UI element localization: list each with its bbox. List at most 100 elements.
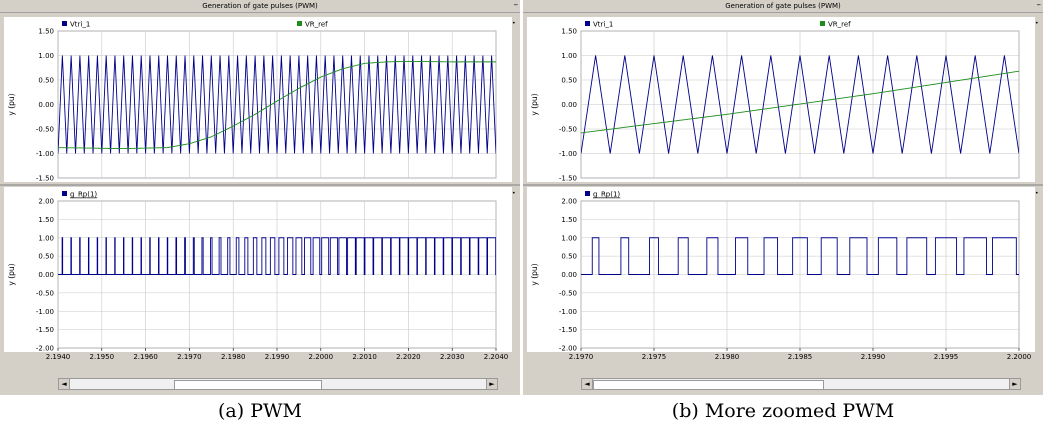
y-tick-label: -1.50 [559,326,577,334]
x-tick-label: 2.1980 [221,353,246,361]
y-axis-label: y (pu) [530,263,539,285]
legend-label: Vtri_1 [593,21,613,29]
subplot-top: 1.50 1.00 0.50 0.00 -0.50 -1.00 -1.50 y (pu) Vtr… [4,17,516,183]
y-tick-label: -1.00 [559,150,577,158]
x-tick-label: 2.2010 [352,353,377,361]
scroll-left-arrow-icon[interactable]: ◄ [582,379,593,389]
legend-marker [585,21,590,26]
window-title: Generation of gate pulses (PWM) [725,2,841,10]
subplot-top: 1.50 1.00 0.50 0.00 -0.50 -1.00 -1.50 y (pu) Vtr… [527,17,1039,183]
x-tick-label: 2.1980 [715,353,740,361]
y-tick-label: -1.50 [36,175,54,183]
legend-marker [62,191,67,196]
x-tick-label: 2.2000 [309,353,334,361]
window-title-bar: Generation of gate pulses (PWM) – [0,0,520,13]
scroll-right-arrow-icon[interactable]: ► [486,379,497,389]
y-tick-label: 1.00 [38,234,54,242]
horizontal-scrollbar[interactable]: ◄ ► [58,378,498,390]
y-tick-label: -2.00 [36,345,54,353]
y-tick-label: 0.50 [561,253,577,261]
series-Vtri_1 [58,55,496,154]
legend-marker [297,21,302,26]
y-tick-label: 0.50 [38,77,54,85]
horizontal-scrollbar[interactable]: ◄ ► [581,378,1021,390]
series-VR_ref [58,60,496,150]
legend-label: Vtri_1 [70,21,90,29]
legend-marker [820,21,825,26]
x-tick-label: 2.2020 [396,353,421,361]
y-tick-label: 2.00 [561,198,577,206]
scroll-left-arrow-icon[interactable]: ◄ [59,379,70,389]
y-tick-label: -0.50 [559,289,577,297]
x-tick-label: 2.1950 [90,353,115,361]
y-tick-label: -0.50 [36,126,54,134]
expand-marker-icon: • [1035,190,1039,197]
legend-label: g_Rp(1) [593,191,620,199]
y-tick-label: 1.50 [38,216,54,224]
expand-marker-icon: • [1035,20,1039,27]
y-tick-label: 1.50 [561,216,577,224]
series-group [58,237,496,275]
y-tick-label: -0.50 [36,289,54,297]
scroll-thumb[interactable] [593,380,824,390]
y-axis-label: y (pu) [7,93,16,115]
x-tick-label: 2.1960 [133,353,158,361]
y-tick-label: -1.50 [559,175,577,183]
y-tick-label: -0.50 [559,126,577,134]
legend-label: g_Rp(1) [70,191,97,199]
legend-marker [62,21,67,26]
series-group [581,55,1019,154]
x-tick-label: 2.1975 [642,353,667,361]
y-tick-label: 0.00 [38,271,54,279]
panel-zoomed-pwm: Generation of gate pulses (PWM) – 1.50 1.… [523,0,1043,395]
subplot-bottom: 2.00 1.50 1.00 0.50 0.00 -0.50 -1.00 -1.50 -2.00… [4,187,516,361]
subplot-bottom: 2.00 1.50 1.00 0.50 0.00 -0.50 -1.00 -1.50 -2.00… [527,187,1039,361]
x-tick-label: 2.1995 [934,353,959,361]
expand-marker-icon: • [512,20,516,27]
series-group [58,55,496,154]
x-tick-label: 2.2040 [484,353,509,361]
series-VR_ref [581,70,1019,134]
x-tick-label: 2.2000 [1007,353,1032,361]
y-tick-label: 0.50 [38,253,54,261]
y-tick-label: 1.50 [38,28,54,36]
series-g_Rp(1) [58,237,496,275]
minimize-button[interactable]: – [1036,0,1042,10]
scroll-thumb[interactable] [174,380,322,390]
legend-label: VR_ref [305,21,328,29]
window-title-bar: Generation of gate pulses (PWM) – [523,0,1043,13]
x-tick-label: 2.1990 [861,353,886,361]
y-tick-label: 0.00 [561,101,577,109]
legend-marker [585,191,590,196]
series-group [581,237,1019,275]
x-tick-label: 2.1985 [788,353,813,361]
x-tick-label: 2.1970 [569,353,594,361]
y-tick-label: 0.50 [561,77,577,85]
panel-pwm: Generation of gate pulses (PWM) – 1.50 1.… [0,0,520,395]
y-tick-label: -1.50 [36,326,54,334]
y-tick-label: 2.00 [38,198,54,206]
scroll-right-arrow-icon[interactable]: ► [1009,379,1020,389]
caption-a: (a) PWM [218,400,302,422]
y-tick-label: 1.50 [561,28,577,36]
expand-marker-icon: • [512,190,516,197]
zoomed-pwm-plot-area: 1.50 1.00 0.50 0.00 -0.50 -1.00 -1.50 y (pu) Vtr… [523,13,1043,371]
series-Vtri_1 [581,55,1019,154]
x-tick-label: 2.2030 [440,353,465,361]
y-tick-label: 1.00 [38,52,54,60]
y-axis-label: y (pu) [530,93,539,115]
window-title: Generation of gate pulses (PWM) [202,2,318,10]
x-tick-label: 2.1940 [46,353,71,361]
y-tick-label: 0.00 [561,271,577,279]
y-tick-label: -1.00 [559,308,577,316]
y-tick-label: 1.00 [561,234,577,242]
pwm-plot-area: 1.50 1.00 0.50 0.00 -0.50 -1.00 -1.50 y (pu) Vtr… [0,13,520,371]
y-tick-label: -2.00 [559,345,577,353]
y-tick-label: 0.00 [38,101,54,109]
y-tick-label: 1.00 [561,52,577,60]
y-tick-label: -1.00 [36,308,54,316]
series-g_Rp(1) [581,237,1019,275]
legend-label: VR_ref [828,21,851,29]
minimize-button[interactable]: – [513,0,519,10]
y-tick-label: -1.00 [36,150,54,158]
